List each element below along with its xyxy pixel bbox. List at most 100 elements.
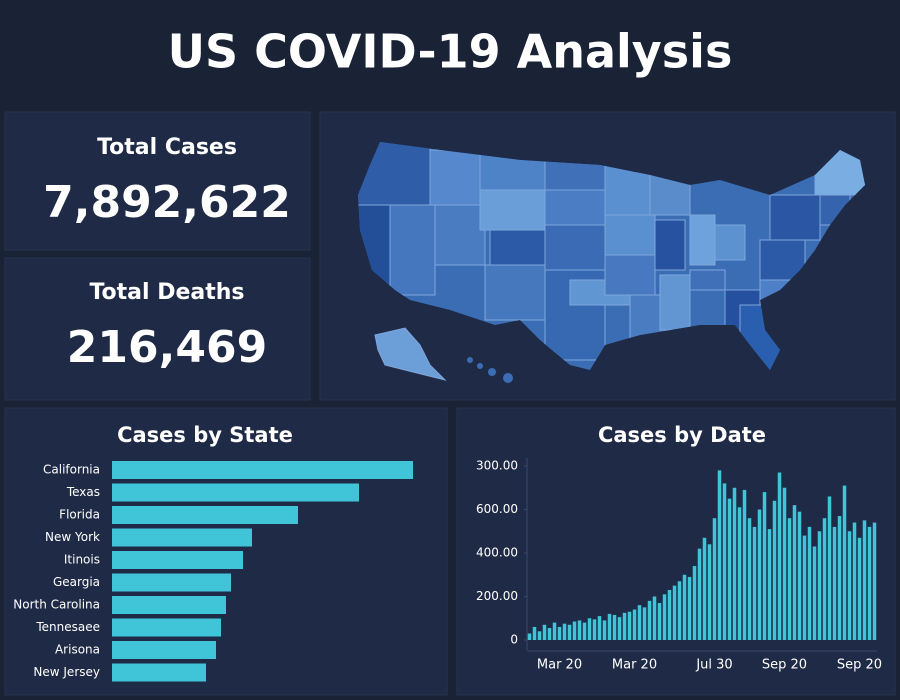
bar	[112, 641, 216, 659]
bar	[832, 526, 837, 640]
kpi-panel	[4, 257, 311, 401]
bar	[837, 516, 842, 640]
bar	[817, 531, 822, 640]
bar	[742, 489, 747, 640]
bar	[722, 483, 727, 640]
bar	[582, 622, 587, 640]
y-tick-label: 300.00	[476, 459, 518, 473]
x-tick-label: Mar 20	[537, 658, 582, 673]
bar	[652, 596, 657, 640]
bar	[867, 526, 872, 640]
x-tick-label: Sep 20	[837, 658, 882, 673]
y-tick-label: North Carolina	[13, 598, 100, 612]
bar	[732, 487, 737, 640]
bar	[667, 589, 672, 640]
bar	[782, 487, 787, 640]
bar	[787, 518, 792, 640]
bar	[622, 612, 627, 640]
bar	[112, 551, 243, 569]
bar	[562, 623, 567, 640]
bar	[802, 535, 807, 640]
y-tick-label: Itinois	[64, 553, 100, 567]
bar	[727, 498, 732, 640]
bar	[612, 614, 617, 640]
bar	[662, 594, 667, 640]
bar	[812, 546, 817, 640]
bar	[757, 509, 762, 640]
bar	[597, 616, 602, 640]
bar	[632, 609, 637, 640]
bar	[657, 603, 662, 640]
bar	[872, 522, 877, 640]
x-tick-label: Jul 30	[695, 658, 732, 673]
bar	[712, 518, 717, 640]
bar	[792, 505, 797, 640]
bar	[567, 624, 572, 640]
bar	[807, 526, 812, 640]
bar	[112, 506, 298, 524]
kpi-value: 7,892,622	[43, 177, 291, 228]
bar	[532, 626, 537, 640]
bar	[762, 492, 767, 640]
bar	[647, 600, 652, 640]
y-tick-label: Florida	[59, 508, 100, 522]
bar	[687, 576, 692, 640]
bar	[112, 663, 206, 682]
x-tick-label: Mar 20	[612, 658, 657, 673]
bar	[112, 596, 226, 614]
bar	[607, 613, 612, 640]
chart-title: Cases by Date	[598, 423, 766, 447]
bar	[822, 518, 827, 640]
bar	[112, 461, 413, 479]
bar	[842, 485, 847, 640]
y-tick-label: 200.00	[476, 589, 518, 603]
kpi-value: 216,469	[67, 322, 267, 373]
bar	[852, 522, 857, 640]
bar	[797, 511, 802, 640]
bar	[827, 496, 832, 640]
bar	[627, 611, 632, 640]
bar	[862, 520, 867, 640]
bar	[847, 531, 852, 640]
bar	[697, 548, 702, 640]
chart-title: Cases by State	[117, 423, 293, 447]
y-tick-label: New York	[45, 530, 100, 544]
bar	[677, 581, 682, 640]
bar	[767, 529, 772, 640]
bar	[602, 620, 607, 640]
bar	[547, 628, 552, 640]
kpi-label: Total Deaths	[89, 280, 244, 305]
alaska	[374, 327, 447, 381]
bar	[717, 470, 722, 640]
bar	[537, 631, 542, 640]
bar	[857, 537, 862, 640]
bar	[592, 619, 597, 640]
bar	[112, 528, 252, 547]
bar	[552, 622, 557, 640]
y-tick-label: 400.00	[476, 546, 518, 560]
x-tick-label: Sep 20	[762, 658, 807, 673]
bar	[637, 605, 642, 640]
bar	[737, 507, 742, 640]
bar	[112, 618, 221, 637]
bar	[752, 526, 757, 640]
bar	[642, 607, 647, 640]
chart-panel	[456, 407, 896, 696]
bar	[617, 617, 622, 640]
kpi-label: Total Cases	[97, 135, 237, 160]
bar	[557, 626, 562, 640]
bar	[692, 566, 697, 640]
page-title: US COVID-19 Analysis	[168, 25, 733, 79]
bar	[707, 544, 712, 640]
bar	[587, 618, 592, 640]
y-tick-label: 600.00	[476, 502, 518, 516]
kpi-panel	[4, 111, 311, 251]
bar	[672, 585, 677, 640]
y-tick-label: Texas	[66, 485, 100, 499]
bar	[572, 621, 577, 640]
bar	[577, 620, 582, 640]
y-tick-label: New Jersey	[33, 665, 100, 679]
bar	[527, 633, 532, 640]
y-tick-label: California	[43, 463, 100, 477]
